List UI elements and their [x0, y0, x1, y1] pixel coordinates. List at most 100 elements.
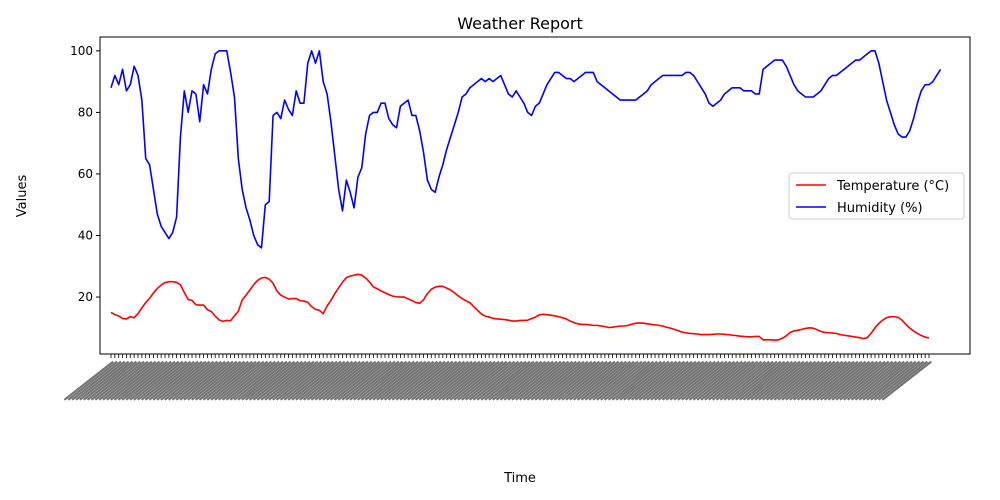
x-tick-label-mark: [148, 360, 199, 401]
x-tick-label-mark: [866, 360, 917, 401]
x-tick-label-mark: [646, 360, 697, 401]
x-tick-label-mark: [275, 360, 327, 401]
x-tick-label-mark: [71, 360, 122, 401]
x-tick-label-mark: [862, 360, 913, 401]
x-tick-label-mark: [202, 360, 253, 401]
y-tick-label: 100: [70, 44, 93, 58]
x-tick-label-mark: [221, 360, 273, 401]
y-axis-label: Values: [15, 175, 30, 218]
x-tick-label-mark: [465, 360, 516, 401]
x-tick-label-mark: [399, 360, 450, 401]
x-tick-label-mark: [441, 360, 493, 401]
x-tick-label-mark: [492, 360, 543, 401]
x-tick-label-mark: [461, 360, 512, 401]
x-tick-label-mark: [191, 360, 242, 401]
x-tick-label-mark: [638, 360, 689, 401]
x-tick-label-mark: [580, 360, 631, 401]
x-tick-label-mark: [383, 360, 435, 401]
x-tick-label-mark: [796, 360, 848, 401]
x-tick-label-mark: [746, 360, 797, 401]
x-tick-label-mark: [79, 360, 130, 401]
x-tick-label-mark: [642, 360, 693, 401]
x-tick-label-mark: [453, 360, 504, 401]
x-tick-label-mark: [827, 360, 878, 401]
x-tick-label-mark: [387, 360, 439, 401]
x-tick-label-mark: [515, 360, 566, 401]
x-tick-label-mark: [565, 360, 616, 401]
x-tick-label-mark: [839, 360, 890, 401]
x-tick-label-mark: [650, 360, 701, 401]
x-tick-label-mark: [372, 360, 423, 401]
x-tick-label-mark: [785, 360, 836, 401]
x-tick-label-mark: [140, 360, 192, 401]
x-tick-label-mark: [538, 360, 589, 401]
x-tick-label-mark: [754, 360, 805, 401]
x-tick-label-mark: [368, 360, 419, 401]
x-tick-label-mark: [245, 360, 296, 401]
x-tick-label-mark: [341, 360, 392, 401]
x-tick-label-mark: [175, 360, 226, 401]
x-tick-label-mark: [507, 360, 558, 401]
x-tick-label-mark: [160, 360, 211, 401]
y-tick-label: 40: [78, 229, 93, 243]
x-tick-label-mark: [364, 360, 415, 401]
x-tick-label-mark: [333, 360, 385, 401]
x-tick-label-mark: [607, 360, 658, 401]
x-tick-label-mark: [480, 360, 531, 401]
x-tick-label-mark: [164, 360, 215, 401]
x-axis-label: Time: [503, 471, 536, 486]
x-tick-label-mark: [688, 360, 740, 401]
x-tick-label-mark: [252, 360, 303, 401]
x-tick-label-mark: [395, 360, 446, 401]
legend-box: [788, 172, 965, 220]
x-tick-label-mark: [360, 360, 412, 401]
x-tick-label-mark: [542, 360, 593, 401]
x-tick-label-mark: [183, 360, 234, 401]
x-tick-label-mark: [603, 360, 655, 401]
x-tick-label-mark: [611, 360, 662, 401]
x-tick-label-mark: [295, 360, 346, 401]
x-tick-label-mark: [715, 360, 767, 401]
x-tick-label-mark: [881, 360, 932, 401]
x-tick-label-mark: [380, 360, 431, 401]
x-tick-label-mark: [326, 360, 377, 401]
x-tick-label-mark: [353, 360, 404, 401]
x-tick-label-mark: [125, 360, 176, 401]
x-tick-label-mark: [584, 360, 635, 401]
x-tick-label-mark: [835, 360, 886, 401]
x-tick-label-mark: [403, 360, 454, 401]
legend-label-temperature: Temperature (°C): [836, 179, 949, 194]
x-tick-label-mark: [152, 360, 203, 401]
x-tick-label-mark: [731, 360, 782, 401]
x-tick-label-mark: [260, 360, 311, 401]
x-tick-label-mark: [434, 360, 485, 401]
x-tick-label-mark: [619, 360, 670, 401]
x-tick-label-mark: [214, 360, 265, 401]
x-tick-label-mark: [279, 360, 331, 401]
legend-label-humidity: Humidity (%): [837, 201, 923, 216]
x-tick-label-mark: [418, 360, 469, 401]
x-tick-label-mark: [723, 360, 774, 401]
x-tick-label-mark: [792, 360, 844, 401]
x-tick-label-mark: [422, 360, 473, 401]
x-tick-label-mark: [302, 360, 354, 401]
x-tick-label-mark: [472, 360, 523, 401]
x-tick-label-mark: [299, 360, 350, 401]
x-tick-label-mark: [206, 360, 257, 401]
x-tick-label-mark: [349, 360, 400, 401]
x-tick-label-mark: [83, 360, 134, 401]
x-tick-label-mark: [322, 360, 373, 401]
x-tick-label-mark: [846, 360, 898, 401]
x-tick-label-mark: [812, 360, 863, 401]
x-tick-label-mark: [237, 360, 288, 401]
x-tick-label-mark: [229, 360, 280, 401]
x-tick-label-mark: [661, 360, 712, 401]
x-tick-label-mark: [110, 360, 161, 401]
x-tick-label-mark: [310, 360, 361, 401]
x-tick-label-mark: [615, 360, 666, 401]
x-tick-label-mark: [337, 360, 388, 401]
x-tick-label-mark: [137, 360, 188, 401]
x-tick-label-mark: [345, 360, 396, 401]
x-tick-label-mark: [704, 360, 755, 401]
x-tick-label-mark: [588, 360, 639, 401]
